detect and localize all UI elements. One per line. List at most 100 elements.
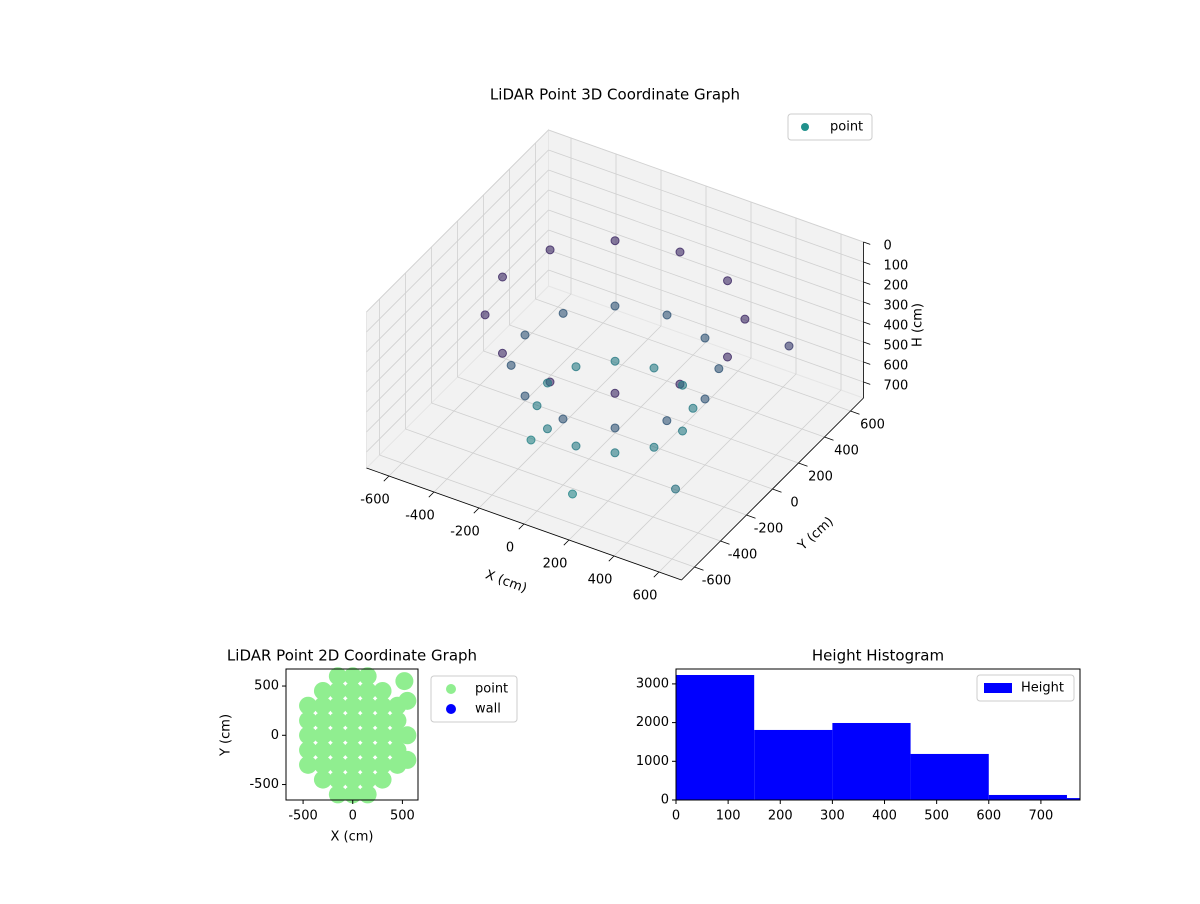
point xyxy=(328,696,347,715)
tick-mark xyxy=(428,491,435,498)
point xyxy=(373,741,392,760)
y-tick-label: 1000 xyxy=(636,754,669,769)
point xyxy=(610,448,620,458)
point xyxy=(313,711,332,730)
x-tick-label: -500 xyxy=(288,809,318,824)
tick-mark xyxy=(473,507,480,514)
y-axis-line xyxy=(681,397,864,581)
point xyxy=(358,667,377,686)
grid-line xyxy=(509,324,825,438)
x-tick-label: -400 xyxy=(405,509,435,524)
y-tick-label: 0 xyxy=(661,793,669,808)
point xyxy=(543,378,552,388)
tick-mark xyxy=(863,301,871,305)
point xyxy=(328,711,347,730)
legend-label: point xyxy=(830,120,863,135)
point xyxy=(373,770,392,789)
point xyxy=(649,363,659,373)
legend-marker xyxy=(801,123,809,131)
x-tick-label: 100 xyxy=(716,809,741,824)
point xyxy=(358,755,377,774)
grid-line xyxy=(483,350,799,464)
x-axis-label: X (cm) xyxy=(331,830,374,845)
z-tick-label: 700 xyxy=(884,379,909,394)
grid-line xyxy=(366,129,549,313)
tick-mark xyxy=(653,571,660,578)
bar xyxy=(1066,798,1080,800)
bar xyxy=(988,794,1067,800)
point xyxy=(395,672,414,691)
point xyxy=(784,341,794,351)
point xyxy=(723,276,733,286)
point xyxy=(373,726,392,745)
x-tick-label: 300 xyxy=(820,809,845,824)
point xyxy=(700,394,710,404)
grid-line xyxy=(548,269,864,383)
legend-box xyxy=(976,674,1075,702)
point xyxy=(328,681,347,700)
point xyxy=(723,352,732,362)
z-tick-label: 100 xyxy=(884,259,909,274)
y-tick-label: -400 xyxy=(728,548,758,563)
point xyxy=(343,741,362,760)
y-tick-label: -600 xyxy=(702,574,732,589)
grid-line xyxy=(548,149,864,263)
point xyxy=(678,380,688,390)
point xyxy=(299,741,318,760)
point xyxy=(358,741,377,760)
legend-box xyxy=(787,113,873,141)
legend-marker xyxy=(984,683,1012,693)
point xyxy=(328,785,347,804)
x-tick-label: 200 xyxy=(768,809,793,824)
tick-mark xyxy=(863,241,871,245)
x-tick-label: 600 xyxy=(976,809,1001,824)
point xyxy=(610,236,620,246)
point xyxy=(678,426,687,436)
y-tick-label: 500 xyxy=(254,679,279,694)
legend-label: Height xyxy=(1021,681,1064,696)
y-tick-label: 600 xyxy=(860,418,885,433)
point xyxy=(714,364,724,374)
point xyxy=(388,711,407,730)
legend-marker xyxy=(446,684,456,694)
tick-mark xyxy=(850,410,860,415)
bar xyxy=(676,674,755,800)
grid-line xyxy=(535,298,851,412)
point xyxy=(520,391,530,401)
point xyxy=(343,681,362,700)
grid-line xyxy=(366,169,549,353)
point xyxy=(328,667,347,686)
grid-line xyxy=(548,189,864,303)
point xyxy=(299,726,318,745)
y-tick-label: 200 xyxy=(808,470,833,485)
tick-mark xyxy=(863,341,871,345)
point xyxy=(662,310,672,320)
point xyxy=(542,424,552,434)
x-tick-label: 500 xyxy=(390,809,415,824)
grid-line xyxy=(548,209,864,323)
point xyxy=(313,741,332,760)
x-axis-label: X (cm) xyxy=(483,568,529,597)
point xyxy=(498,272,507,282)
y-axis-label: Y (cm) xyxy=(219,714,234,757)
grid-line xyxy=(548,169,864,283)
point xyxy=(610,388,620,398)
point xyxy=(373,711,392,730)
point xyxy=(313,755,332,774)
point xyxy=(571,441,581,451)
x-tick-label: 600 xyxy=(633,589,658,604)
point xyxy=(558,414,568,424)
axes-frame xyxy=(675,668,1081,801)
axes-frame xyxy=(285,668,419,801)
point xyxy=(328,726,347,745)
y-tick-label: -500 xyxy=(249,777,279,792)
point xyxy=(480,310,490,320)
y-tick-label: -200 xyxy=(754,522,784,537)
point xyxy=(532,401,542,411)
y-tick-label: 2000 xyxy=(636,715,669,730)
point xyxy=(506,360,516,370)
chart-title: LiDAR Point 2D Coordinate Graph xyxy=(227,647,477,665)
point xyxy=(398,691,417,710)
point xyxy=(343,711,362,730)
point xyxy=(299,755,318,774)
